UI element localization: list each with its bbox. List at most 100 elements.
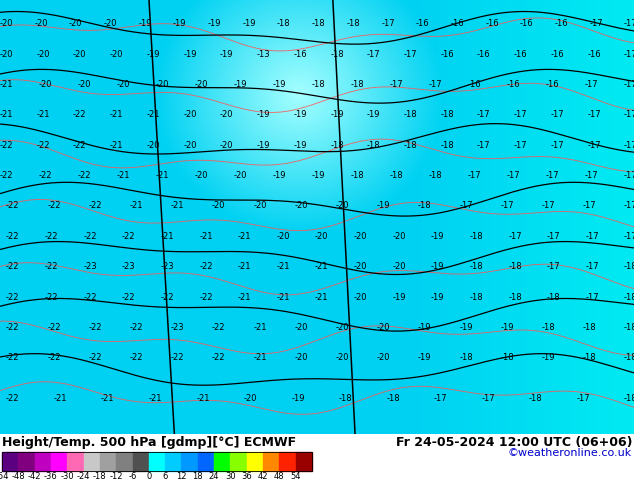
Text: -19: -19 xyxy=(208,19,221,28)
Text: -19: -19 xyxy=(138,19,152,28)
Text: -21: -21 xyxy=(238,293,251,301)
Text: -18: -18 xyxy=(346,19,360,28)
Bar xyxy=(116,452,133,471)
Bar xyxy=(295,452,312,471)
Text: -20: -20 xyxy=(243,394,257,403)
Text: -22: -22 xyxy=(6,394,20,403)
Text: -18: -18 xyxy=(500,353,514,362)
Text: -36: -36 xyxy=(44,472,58,481)
Text: -19: -19 xyxy=(418,323,432,332)
Text: -20: -20 xyxy=(0,49,13,59)
Text: -21: -21 xyxy=(238,232,251,241)
Text: -18: -18 xyxy=(541,323,555,332)
Text: 42: 42 xyxy=(258,472,268,481)
Text: -20: -20 xyxy=(77,80,91,89)
Text: -16: -16 xyxy=(507,80,521,89)
Text: -23: -23 xyxy=(122,262,136,271)
Text: -20: -20 xyxy=(354,293,367,301)
Text: -22: -22 xyxy=(129,353,143,362)
Text: -18: -18 xyxy=(404,110,417,120)
Bar xyxy=(133,452,149,471)
Text: -17: -17 xyxy=(624,171,634,180)
Text: -17: -17 xyxy=(624,49,634,59)
Text: -17: -17 xyxy=(550,110,564,120)
Text: -22: -22 xyxy=(6,201,20,211)
Text: -20: -20 xyxy=(183,141,197,150)
Text: -20: -20 xyxy=(335,201,349,211)
Text: -17: -17 xyxy=(381,19,395,28)
Text: -17: -17 xyxy=(624,110,634,120)
Bar xyxy=(214,452,230,471)
Text: -18: -18 xyxy=(386,394,400,403)
Text: -22: -22 xyxy=(129,323,143,332)
Text: -17: -17 xyxy=(468,171,481,180)
Text: -17: -17 xyxy=(624,80,634,89)
Text: -22: -22 xyxy=(122,293,135,301)
Text: -19: -19 xyxy=(541,353,555,362)
Text: -21: -21 xyxy=(238,262,251,271)
Text: -19: -19 xyxy=(173,19,186,28)
Text: -21: -21 xyxy=(110,110,123,120)
Text: -16: -16 xyxy=(520,19,534,28)
Text: -21: -21 xyxy=(171,201,184,211)
Text: -18: -18 xyxy=(339,394,353,403)
Text: -20: -20 xyxy=(0,19,13,28)
Bar xyxy=(181,452,198,471)
Text: -21: -21 xyxy=(315,293,328,301)
Text: -18: -18 xyxy=(624,353,634,362)
Text: -18: -18 xyxy=(312,19,325,28)
Bar xyxy=(247,452,263,471)
Text: -22: -22 xyxy=(83,232,97,241)
Text: Fr 24-05-2024 12:00 UTC (06+06): Fr 24-05-2024 12:00 UTC (06+06) xyxy=(396,436,632,448)
Text: -21: -21 xyxy=(0,80,13,89)
Bar xyxy=(84,452,100,471)
Text: -18: -18 xyxy=(429,171,443,180)
Text: -18: -18 xyxy=(459,353,473,362)
Text: -18: -18 xyxy=(330,49,344,59)
Text: -24: -24 xyxy=(77,472,90,481)
Text: -22: -22 xyxy=(88,201,102,211)
Text: -22: -22 xyxy=(212,323,226,332)
Text: -20: -20 xyxy=(73,49,87,59)
Text: -12: -12 xyxy=(110,472,123,481)
Text: -19: -19 xyxy=(291,394,305,403)
Text: -19: -19 xyxy=(500,323,514,332)
Text: 12: 12 xyxy=(176,472,187,481)
Text: -17: -17 xyxy=(404,49,417,59)
Text: -48: -48 xyxy=(11,472,25,481)
Text: -22: -22 xyxy=(6,232,20,241)
Text: -19: -19 xyxy=(242,19,256,28)
Text: -21: -21 xyxy=(253,323,267,332)
Text: -17: -17 xyxy=(541,201,555,211)
Text: -17: -17 xyxy=(367,49,380,59)
Text: -17: -17 xyxy=(508,232,522,241)
Text: -17: -17 xyxy=(587,110,601,120)
Text: -17: -17 xyxy=(434,394,448,403)
Text: -18: -18 xyxy=(330,141,344,150)
Text: -20: -20 xyxy=(392,262,406,271)
Text: -17: -17 xyxy=(624,141,634,150)
Text: -20: -20 xyxy=(377,323,391,332)
Text: -22: -22 xyxy=(36,141,50,150)
Text: -19: -19 xyxy=(234,80,247,89)
Bar xyxy=(51,452,67,471)
Text: -17: -17 xyxy=(550,141,564,150)
Text: -22: -22 xyxy=(47,323,61,332)
Bar xyxy=(18,452,35,471)
Text: -21: -21 xyxy=(156,171,169,180)
Text: -6: -6 xyxy=(128,472,137,481)
Text: -22: -22 xyxy=(88,353,102,362)
Text: -20: -20 xyxy=(212,201,226,211)
Text: -22: -22 xyxy=(73,110,87,120)
Text: -23: -23 xyxy=(160,262,174,271)
Bar xyxy=(280,452,295,471)
Text: -22: -22 xyxy=(171,353,184,362)
Text: -16: -16 xyxy=(485,19,499,28)
Text: -19: -19 xyxy=(367,110,380,120)
Text: 24: 24 xyxy=(209,472,219,481)
Text: -18: -18 xyxy=(624,293,634,301)
Text: -19: -19 xyxy=(257,141,270,150)
Text: -18: -18 xyxy=(624,394,634,403)
Text: -22: -22 xyxy=(44,293,58,301)
Text: -20: -20 xyxy=(36,49,50,59)
